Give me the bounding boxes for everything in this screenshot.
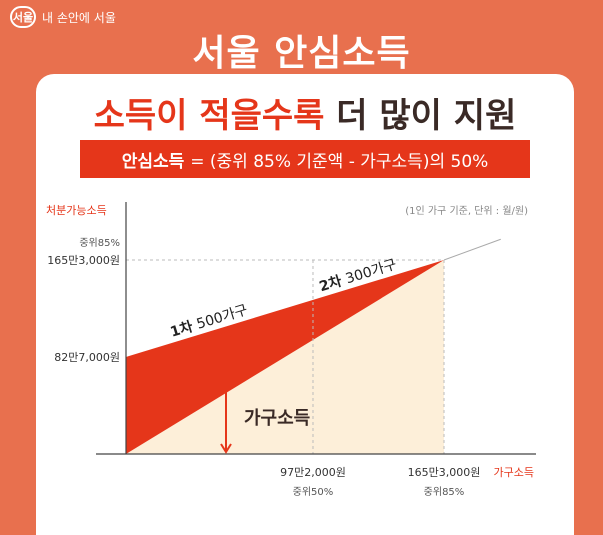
headline: 소득이 적을수록 더 많이 지원 bbox=[36, 88, 574, 137]
household-income-label: 가구소득 bbox=[244, 408, 310, 429]
y-axis-label: 처분가능소득 bbox=[46, 204, 107, 217]
arrowhead-up-icon bbox=[220, 326, 232, 337]
brand: 서울 내 손안에 서울 bbox=[10, 6, 116, 28]
safety-income-label: 안심소득 bbox=[140, 289, 199, 308]
arrowhead-up-icon bbox=[220, 258, 232, 269]
safety-income-area bbox=[126, 260, 444, 454]
headline-part2: 더 많이 지원 bbox=[336, 96, 517, 136]
arrowhead-down-icon bbox=[220, 315, 232, 327]
content-card: 소득이 적을수록 더 많이 지원 안심소득 = (중위 85% 기준액 - 가구… bbox=[36, 74, 574, 535]
arrowhead-down-icon bbox=[220, 443, 232, 454]
y-tick-sublabel: 중위85% bbox=[79, 236, 120, 249]
x-tick-sublabel: 중위50% bbox=[293, 485, 334, 498]
x-tick-label: 97만2,000원 bbox=[280, 466, 346, 479]
headline-part1: 소득이 적을수록 bbox=[93, 96, 325, 136]
formula-label: 안심소득 bbox=[121, 151, 185, 172]
unit-note: (1인 가구 기준, 단위 : 월/원) bbox=[405, 204, 528, 217]
x-axis-label: 가구소득 bbox=[494, 466, 534, 479]
income-line-extension bbox=[443, 238, 501, 261]
x-tick-sublabel: 중위85% bbox=[424, 485, 465, 498]
seoul-logo-icon: 서울 bbox=[10, 6, 36, 28]
annotation-round: 2차 bbox=[317, 272, 348, 295]
brand-label: 내 손안에 서울 bbox=[42, 10, 116, 25]
y-tick-label: 82만7,000원 bbox=[54, 351, 120, 364]
y-tick-label: 165만3,000원 bbox=[47, 254, 120, 267]
formula-text: = (중위 85% 기준액 - 가구소득)의 50% bbox=[190, 151, 489, 172]
annotation-round: 1차 bbox=[169, 317, 200, 340]
page-title: 서울 안심소득 bbox=[192, 33, 411, 74]
formula-banner: 안심소득 = (중위 85% 기준액 - 가구소득)의 50% bbox=[80, 140, 530, 178]
x-tick-label: 165만3,000원 bbox=[408, 466, 481, 479]
